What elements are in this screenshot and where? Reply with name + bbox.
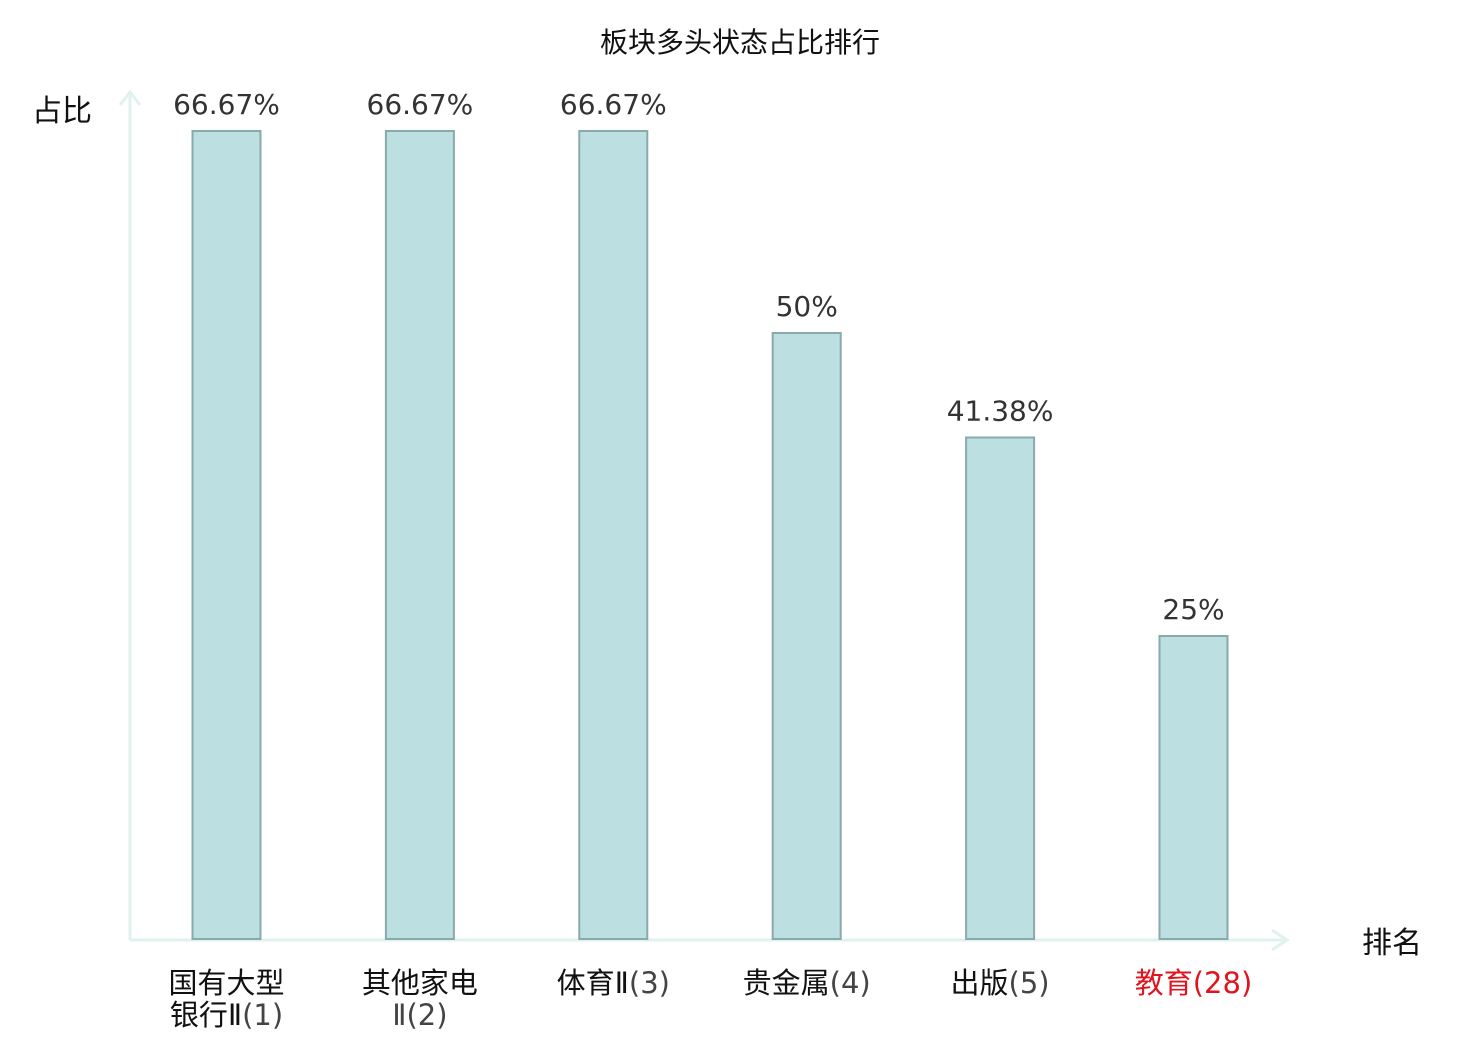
y-axis-arrow-icon: [118, 89, 142, 106]
bars: [191, 130, 1229, 940]
data-label: 25%: [1162, 593, 1224, 626]
x-axis-label: 排名: [1362, 926, 1422, 961]
x-tick-label: 其他家电: [362, 966, 478, 1000]
x-tick-label: 教育(28): [1135, 966, 1253, 1000]
y-axis-label: 占比: [32, 94, 92, 129]
x-tick-name: 国有大型: [168, 966, 284, 1000]
x-axis-arrow-icon: [1271, 928, 1290, 952]
axes: [118, 89, 1290, 952]
value-labels: 66.67% 66.67% 66.67% 50% 41.38% 25%: [173, 88, 1225, 626]
data-label: 66.67%: [367, 88, 474, 121]
x-tick-label: Ⅱ(2): [392, 998, 447, 1032]
x-tick-name: 贵金属: [743, 966, 830, 1000]
x-tick-rank: (28): [1193, 966, 1253, 1000]
bar: [191, 130, 262, 940]
x-tick-rank: (4): [830, 966, 871, 1000]
x-tick-label: 体育Ⅱ(3): [557, 966, 670, 1000]
x-tick-name: 银行Ⅱ: [170, 998, 242, 1032]
data-label: 50%: [776, 290, 838, 323]
x-tick-name: 其他家电: [362, 966, 478, 1000]
x-tick-name: 体育Ⅱ: [557, 966, 629, 1000]
x-tick-label: 贵金属(4): [743, 966, 871, 1000]
x-tick-rank: (1): [242, 998, 283, 1032]
x-tick-label: 银行Ⅱ(1): [170, 998, 283, 1032]
bar: [384, 130, 455, 940]
bar: [1158, 635, 1229, 940]
x-tick-rank: (5): [1009, 966, 1050, 1000]
x-tick-label: 出版(5): [951, 966, 1050, 1000]
x-tick-label: 国有大型: [168, 966, 284, 1000]
x-tick-rank: Ⅱ(2): [392, 998, 447, 1032]
x-tick-name: 出版: [951, 966, 1009, 1000]
data-label: 41.38%: [947, 395, 1054, 428]
x-tick-name: 教育: [1135, 966, 1193, 1000]
data-label: 66.67%: [173, 88, 280, 121]
chart-title: 板块多头状态占比排行: [600, 26, 880, 59]
bar: [578, 130, 649, 940]
bar: [771, 332, 842, 940]
data-label: 66.67%: [560, 88, 667, 121]
bar: [965, 436, 1036, 940]
x-tick-rank: (3): [629, 966, 670, 1000]
